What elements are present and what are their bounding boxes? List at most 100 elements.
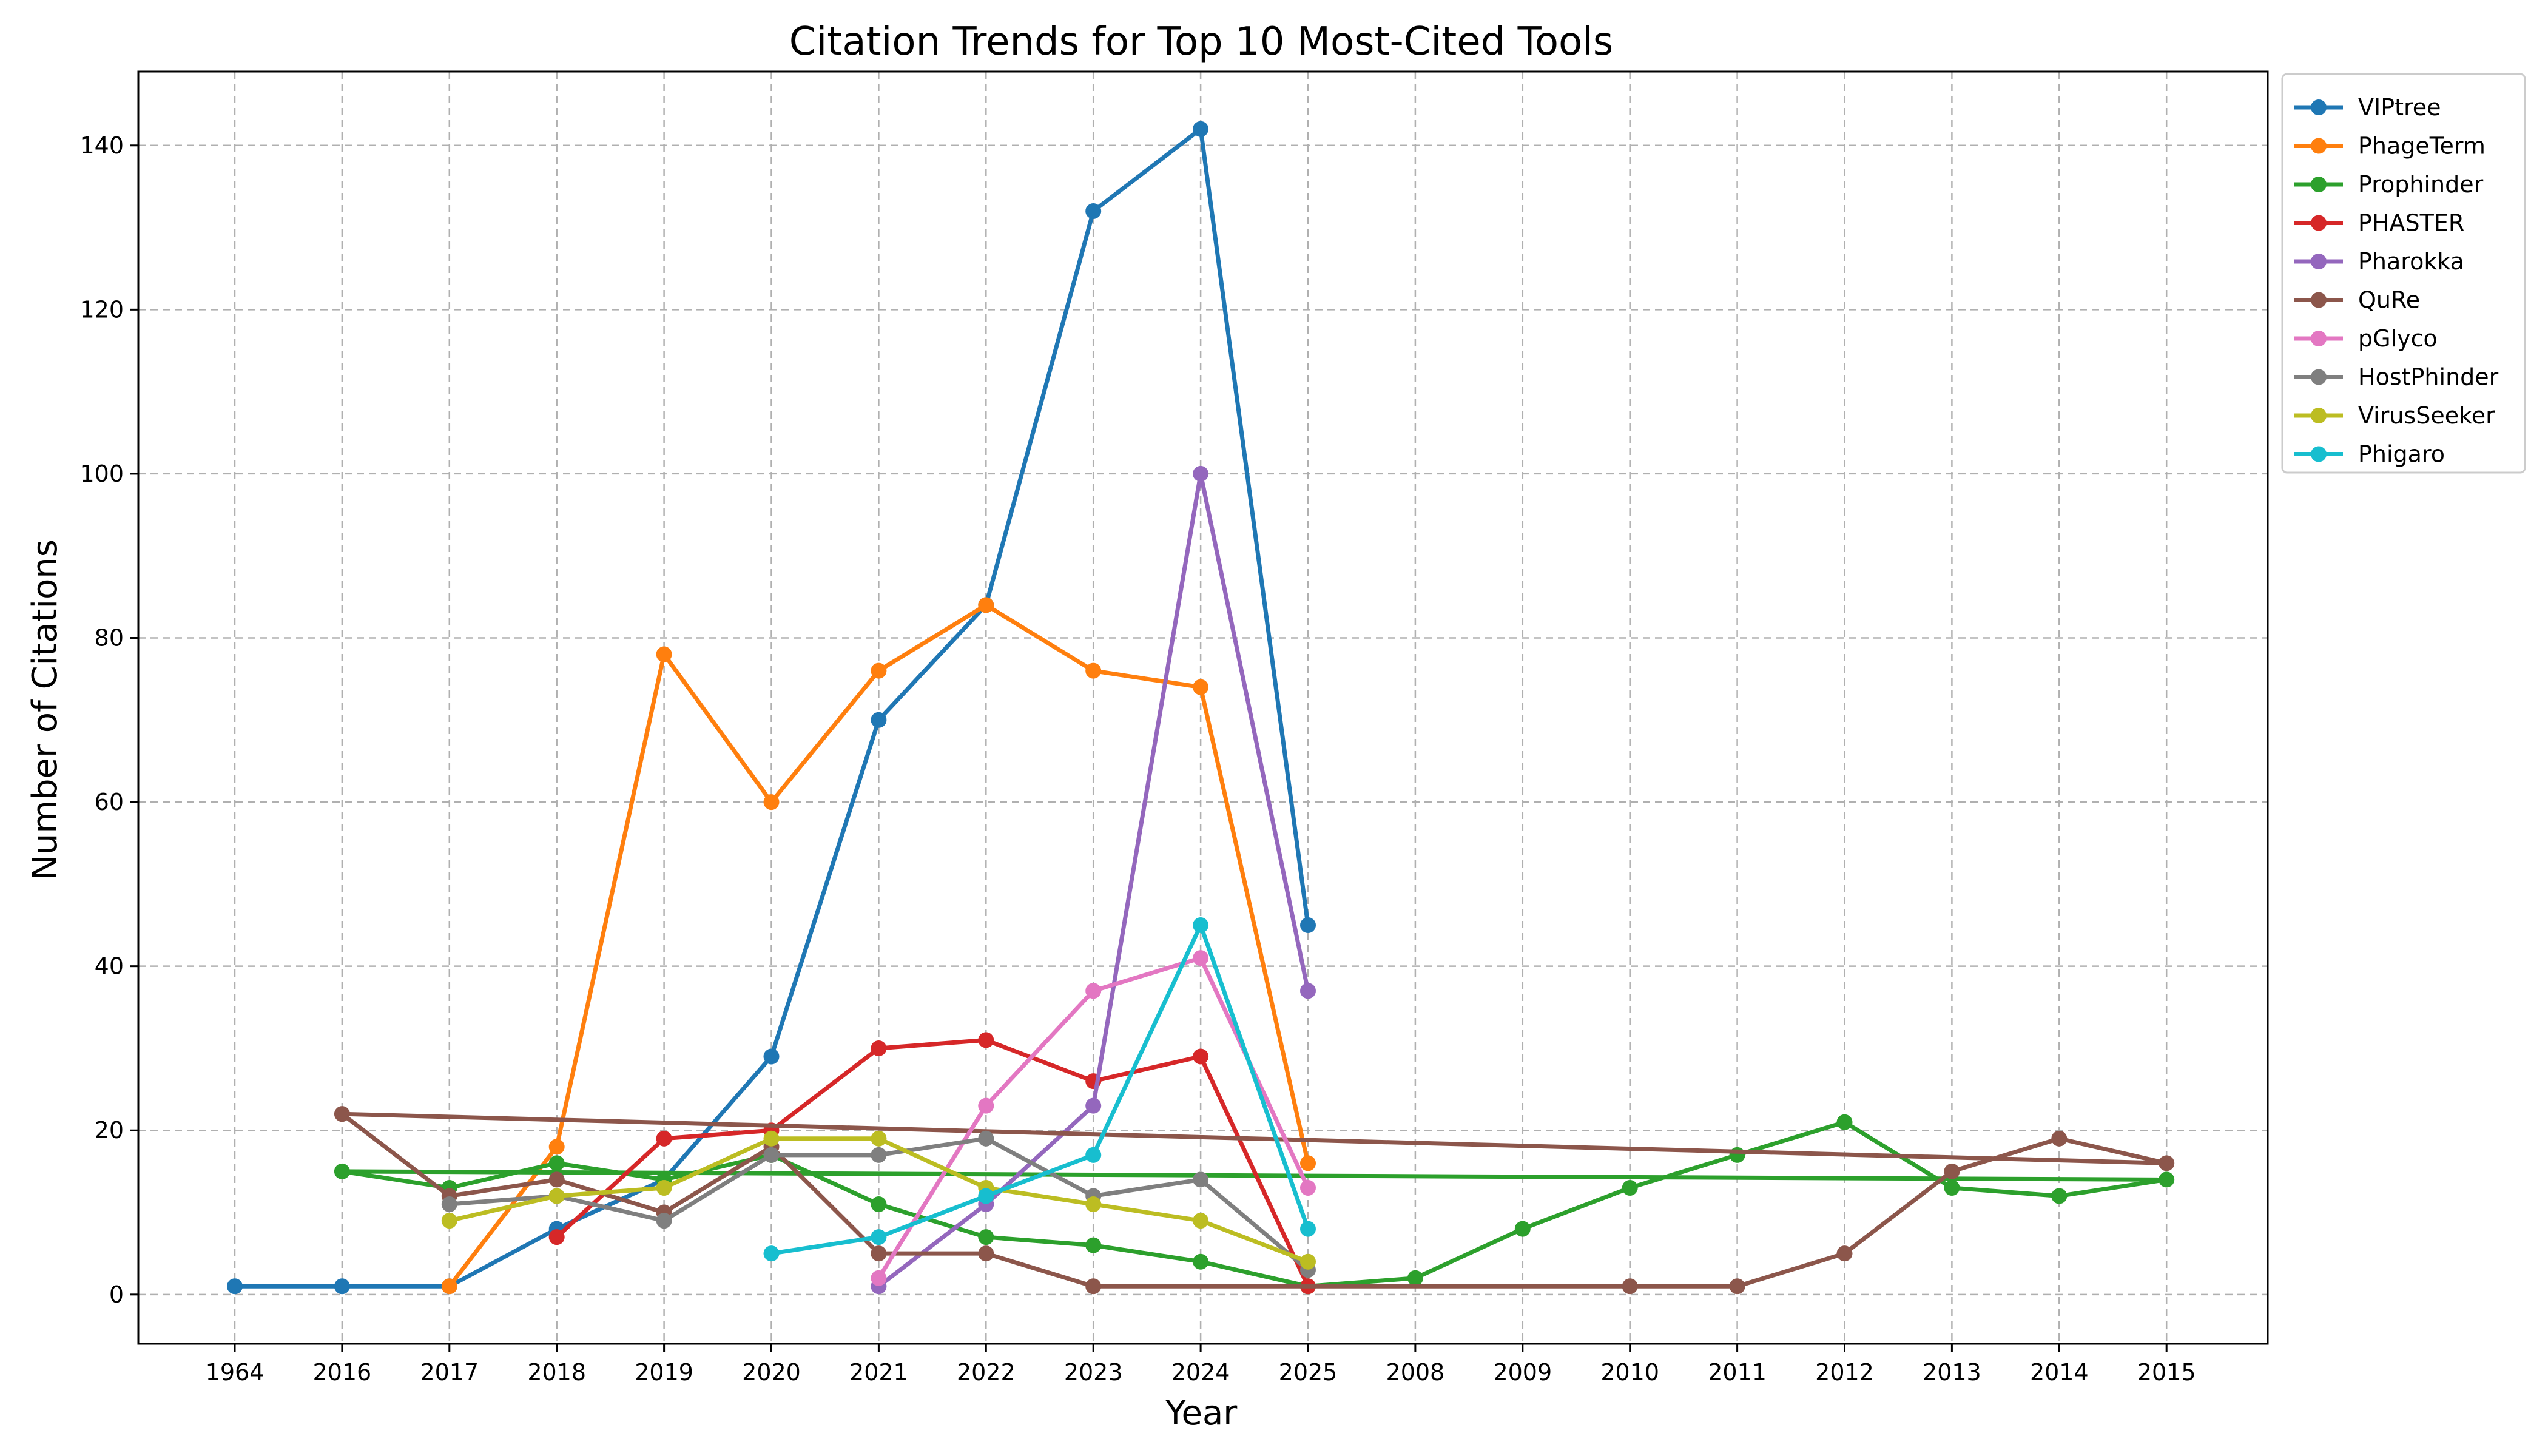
data-point — [441, 1278, 457, 1295]
data-point — [1944, 1163, 1960, 1179]
x-tick-label: 2023 — [1064, 1359, 1123, 1386]
axes: 1964 2016 2017 2018 2019 2020 2021 2022 2023 2024… — [79, 70, 2269, 1386]
y-tick-label: 60 — [95, 789, 124, 815]
data-point — [1622, 1179, 1638, 1196]
data-point — [871, 1040, 887, 1056]
legend-box — [2281, 73, 2526, 474]
data-point — [548, 1188, 565, 1204]
x-tick-label: 2022 — [957, 1359, 1016, 1386]
legend-label: PhageTerm — [2358, 133, 2486, 160]
data-point — [1836, 1114, 1853, 1130]
legend-marker — [2311, 177, 2327, 192]
data-point — [1085, 1147, 1102, 1163]
legend-label: HostPhinder — [2358, 364, 2499, 391]
data-point — [871, 1245, 887, 1262]
data-point — [871, 1229, 887, 1245]
data-point — [763, 1048, 780, 1065]
x-tick-label: 2014 — [2030, 1359, 2089, 1386]
x-tick-label: 2019 — [635, 1359, 693, 1386]
x-tick-label: 2013 — [1923, 1359, 1981, 1386]
data-point — [1622, 1278, 1638, 1295]
legend-marker — [2311, 331, 2327, 346]
data-point — [441, 1196, 457, 1213]
series-line — [340, 1112, 2167, 1289]
legend-marker — [2311, 138, 2327, 154]
data-point — [548, 1139, 565, 1155]
legend-item: Pharokka — [2294, 248, 2464, 275]
data-point — [871, 1196, 887, 1213]
x-tick-label: 1964 — [206, 1359, 265, 1386]
data-point — [334, 1163, 350, 1179]
legend-item: HostPhinder — [2294, 364, 2499, 391]
series-line-segment — [342, 1111, 2167, 1165]
data-point — [871, 1270, 887, 1286]
data-point — [1514, 1221, 1531, 1237]
data-point — [1193, 950, 1209, 966]
data-point — [2159, 1155, 2175, 1171]
x-tick-label: 2012 — [1815, 1359, 1874, 1386]
data-point — [1836, 1245, 1853, 1262]
legend-marker — [2311, 369, 2327, 385]
legend-label: pGlyco — [2358, 325, 2438, 352]
legend-marker — [2311, 446, 2327, 462]
data-point — [1193, 1048, 1209, 1065]
x-tick-label: 2008 — [1386, 1359, 1445, 1386]
data-point — [656, 646, 672, 662]
data-point — [978, 1032, 994, 1048]
data-point — [2051, 1130, 2068, 1147]
legend-item: Prophinder — [2294, 171, 2484, 198]
data-point — [548, 1171, 565, 1188]
legend-label: QuRe — [2358, 287, 2420, 314]
data-point — [2051, 1188, 2068, 1204]
data-point — [656, 1179, 672, 1196]
data-point — [1300, 983, 1316, 999]
data-point — [1300, 1221, 1316, 1237]
data-point — [763, 1245, 780, 1262]
data-point — [548, 1155, 565, 1171]
x-tick-label: 2010 — [1600, 1359, 1659, 1386]
chart-title: Citation Trends for Top 10 Most-Cited To… — [789, 19, 1614, 64]
x-tick-label: 2021 — [849, 1359, 908, 1386]
data-point — [656, 1213, 672, 1229]
data-point — [978, 1097, 994, 1114]
legend-label: VIPtree — [2358, 94, 2441, 121]
series-line — [555, 1037, 1310, 1287]
x-tick-label: 2024 — [1171, 1359, 1230, 1386]
data-point — [978, 1245, 994, 1262]
data-point — [871, 662, 887, 679]
data-point — [1944, 1179, 1960, 1196]
data-point — [1085, 662, 1102, 679]
data-point — [1193, 1171, 1209, 1188]
y-tick-label: 80 — [95, 625, 124, 652]
legend-label: Phigaro — [2358, 441, 2445, 468]
legend-label: PHASTER — [2358, 210, 2464, 237]
data-point — [978, 597, 994, 613]
x-tick-label: 2016 — [313, 1359, 372, 1386]
legend-item: VirusSeeker — [2294, 402, 2495, 429]
data-point — [548, 1229, 565, 1245]
data-point — [1193, 121, 1209, 137]
y-tick-label: 0 — [109, 1281, 124, 1308]
y-tick-label: 40 — [95, 953, 124, 980]
data-point — [871, 712, 887, 728]
data-point — [1300, 917, 1316, 934]
legend-marker — [2311, 254, 2327, 269]
y-tick-label: 120 — [79, 296, 124, 323]
legend-label: Pharokka — [2358, 248, 2464, 275]
data-point — [441, 1213, 457, 1229]
grid-lines — [138, 72, 2268, 1344]
series-line — [342, 1120, 2167, 1289]
legend-marker — [2311, 408, 2327, 423]
series-virusseeker — [441, 1130, 1316, 1270]
x-tick-label: 2020 — [742, 1359, 801, 1386]
data-point — [763, 1147, 780, 1163]
data-point — [227, 1278, 243, 1295]
legend-item: PhageTerm — [2294, 133, 2486, 160]
data-point — [978, 1130, 994, 1147]
legend-item: pGlyco — [2294, 325, 2438, 352]
legend-item: PHASTER — [2294, 210, 2464, 237]
series-lines — [227, 121, 2175, 1295]
data-point — [1085, 983, 1102, 999]
data-point — [871, 1130, 887, 1147]
